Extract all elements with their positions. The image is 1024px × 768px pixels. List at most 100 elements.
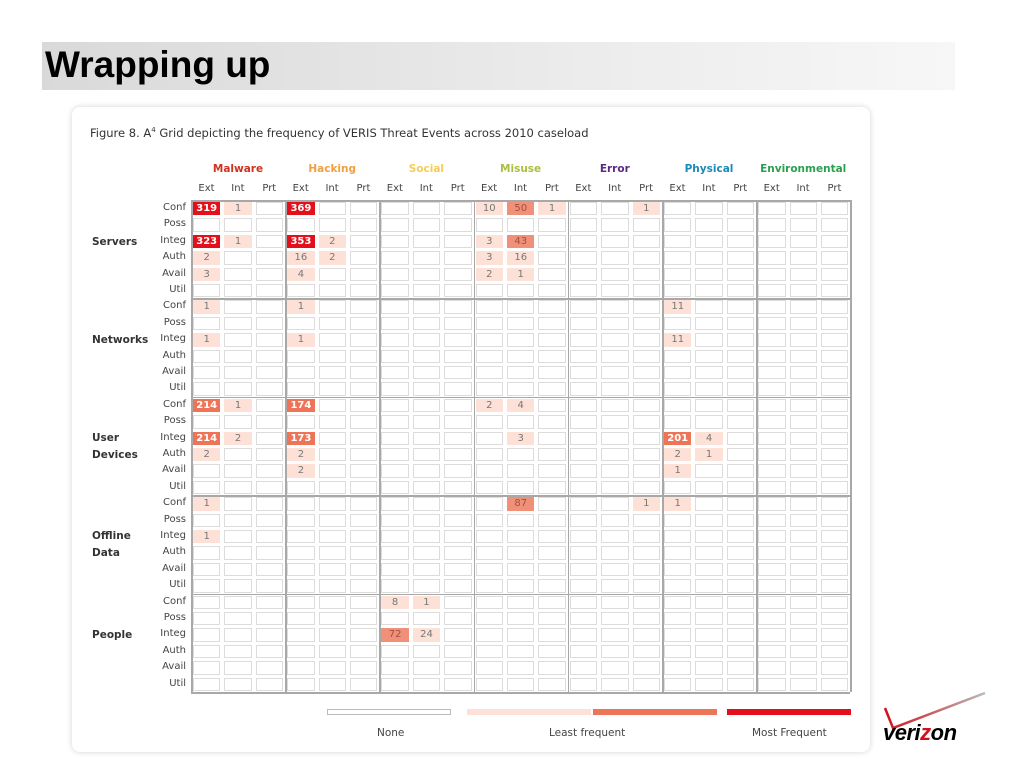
grid-cell [475, 579, 503, 593]
grid-cell [789, 595, 817, 609]
grid-cell [475, 431, 503, 445]
grid-cell [224, 300, 252, 314]
grid-cell [695, 218, 723, 232]
asset-label-line: Offline [92, 530, 131, 542]
grid-cell [412, 644, 441, 659]
grid-cell: 1 [224, 398, 252, 413]
grid-cell [664, 595, 692, 609]
grid-cell [412, 349, 441, 363]
grid-cell: 4 [287, 267, 315, 281]
grid-cell [444, 316, 472, 331]
grid-cell: 43 [507, 234, 535, 249]
attribute-label: Conf [163, 300, 186, 312]
grid-cell: 3 [475, 234, 503, 249]
grid-cell [350, 234, 378, 249]
grid-cell [601, 628, 629, 642]
grid-cell [507, 333, 535, 347]
grid-cell: 10 [475, 202, 503, 216]
grid-cell: 173 [287, 431, 315, 445]
grid-cell [287, 497, 315, 511]
asset-divider [191, 298, 851, 300]
grid-cell [255, 464, 284, 478]
grid-cell: 1 [412, 595, 441, 609]
grid-cell [726, 464, 755, 478]
grid-cell [821, 448, 849, 462]
legend-label: None [377, 727, 405, 739]
grid-cell [444, 530, 472, 544]
grid-cell [507, 480, 535, 495]
grid-cell: 1 [193, 530, 221, 544]
attribute-label: Avail [162, 661, 186, 673]
grid-cell [475, 546, 503, 560]
grid-cell [632, 218, 660, 232]
grid-cell [287, 415, 315, 429]
grid-cell [821, 398, 849, 413]
grid-cell [412, 300, 441, 314]
grid-cell [350, 497, 378, 511]
grid-cell [726, 234, 755, 249]
grid-cell [789, 267, 817, 281]
grid-cell [632, 677, 660, 691]
grid-cell [695, 464, 723, 478]
grid-cell [318, 579, 346, 593]
grid-cell [193, 644, 221, 659]
grid-cell [695, 300, 723, 314]
grid-cell: 2 [224, 431, 252, 445]
grid-cell [601, 480, 629, 495]
grid-cell [412, 497, 441, 511]
actor-header: Prt [733, 183, 748, 194]
grid-cell [664, 316, 692, 331]
actor-header: Prt [356, 183, 371, 194]
grid-cell [412, 251, 441, 265]
grid-cell [632, 431, 660, 445]
grid-cell [821, 316, 849, 331]
grid-cell [758, 251, 786, 265]
grid-cell [412, 677, 441, 691]
attribute-label: Poss [163, 218, 186, 230]
actor-header: Ext [481, 183, 498, 194]
asset-label-line: Devices [92, 448, 138, 461]
grid-cell [224, 677, 252, 691]
grid-cell [569, 366, 598, 380]
grid-cell [538, 431, 566, 445]
grid-cell [507, 661, 535, 675]
grid-cell [601, 546, 629, 560]
grid-cell [318, 366, 346, 380]
grid-cell [318, 382, 346, 396]
grid-cell [193, 480, 221, 495]
grid-cell [726, 644, 755, 659]
grid-cell [350, 251, 378, 265]
grid-cell [821, 202, 849, 216]
grid-cell [444, 628, 472, 642]
grid-cell [538, 579, 566, 593]
grid-cell [538, 546, 566, 560]
legend-swatch-none [327, 709, 451, 715]
attribute-label: Avail [162, 267, 186, 279]
grid-cell [821, 497, 849, 511]
grid-cell [538, 267, 566, 281]
grid-cell [444, 333, 472, 347]
grid-cell [726, 349, 755, 363]
grid-cell [507, 628, 535, 642]
attribute-label: Util [169, 480, 186, 492]
grid-cell [193, 284, 221, 298]
grid-cell [695, 546, 723, 560]
grid-cell [695, 480, 723, 495]
grid-cell [381, 530, 409, 544]
grid-cell [287, 661, 315, 675]
grid-cell [569, 579, 598, 593]
grid-cell [601, 530, 629, 544]
actor-header: Prt [450, 183, 465, 194]
grid-cell [318, 333, 346, 347]
grid-cell [255, 497, 284, 511]
attribute-label: Integ [160, 431, 186, 443]
grid-cell [789, 530, 817, 544]
grid-cell [444, 677, 472, 691]
grid-cell [726, 546, 755, 560]
grid-cell [224, 349, 252, 363]
grid-cell [507, 349, 535, 363]
grid-cell [758, 234, 786, 249]
grid-cell [412, 579, 441, 593]
grid-cell [255, 366, 284, 380]
grid-cell [350, 382, 378, 396]
